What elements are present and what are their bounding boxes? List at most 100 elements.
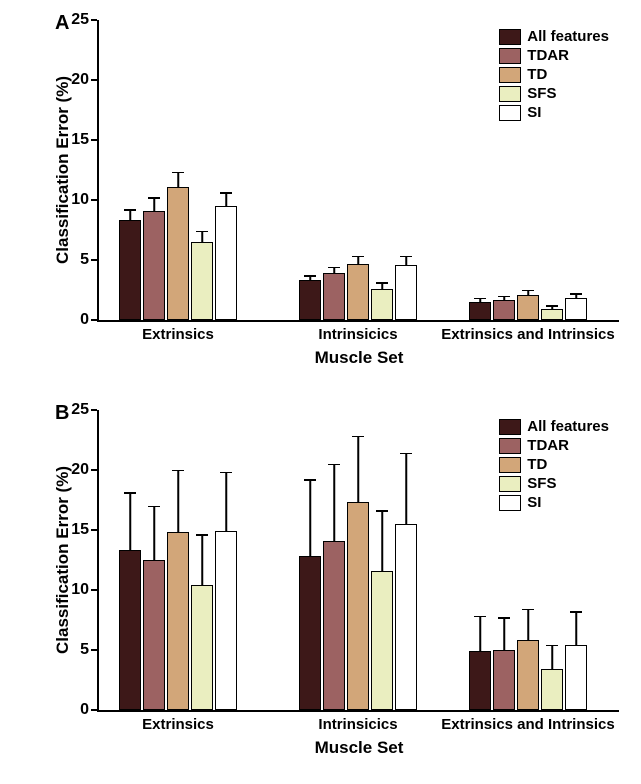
ytick-label: 5 [80,251,89,269]
xtick-label: Extrinsics and Intrinsics [441,716,614,733]
legend-swatch [499,457,521,473]
bar [517,640,539,710]
error-bar [479,616,481,651]
error-cap [304,479,316,481]
xtick-label: Intrinsicics [318,326,397,343]
bar [493,650,515,710]
xtick-label: Extrinsics and Intrinsics [441,326,614,343]
xtick-label: Extrinsics [142,716,214,733]
ytick [91,19,97,21]
legend-label: SFS [527,475,556,492]
error-bar [177,172,179,186]
error-cap [220,192,232,194]
xtick-label: Intrinsicics [318,716,397,733]
error-cap [474,616,486,618]
bar [395,265,417,320]
ytick-label: 10 [71,581,89,599]
legend-label: All features [527,418,609,435]
bar [191,242,213,320]
figure: A Classification Error (%) Muscle Set Al… [0,0,641,784]
legend-item: SFS [499,475,609,492]
error-bar [405,256,407,264]
ytick [91,529,97,531]
bar [517,295,539,320]
legend-label: TDAR [527,437,569,454]
error-cap [546,645,558,647]
ylabel-b: Classification Error (%) [53,466,73,654]
bar [143,560,165,710]
bar [323,273,345,320]
legend-item: TD [499,456,609,473]
error-cap [474,298,486,300]
legend-item: TDAR [499,437,609,454]
error-cap [328,464,340,466]
panel-a: A Classification Error (%) Muscle Set Al… [55,10,625,380]
ytick [91,259,97,261]
bar [215,206,237,320]
ytick-label: 5 [80,641,89,659]
legend-item: All features [499,418,609,435]
ytick-label: 25 [71,11,89,29]
bar [565,298,587,320]
error-cap [304,275,316,277]
ytick [91,79,97,81]
error-cap [400,453,412,455]
xtick-label: Extrinsics [142,326,214,343]
ytick [91,469,97,471]
xlabel-a: Muscle Set [315,348,404,368]
error-bar [333,464,335,541]
legend-swatch [499,105,521,121]
error-cap [376,510,388,512]
error-cap [522,290,534,292]
error-cap [522,609,534,611]
error-bar [381,511,383,571]
error-bar [201,231,203,242]
bar [119,220,141,320]
ytick [91,319,97,321]
bar [469,651,491,710]
ytick-label: 20 [71,461,89,479]
ytick [91,709,97,711]
legend-item: SI [499,104,609,121]
ytick-label: 15 [71,131,89,149]
legend-label: SI [527,104,541,121]
ytick [91,649,97,651]
ytick [91,589,97,591]
plot-area-a: Classification Error (%) Muscle Set All … [97,20,619,322]
error-bar [309,480,311,557]
bar [347,264,369,320]
bar [395,524,417,710]
ytick-label: 25 [71,401,89,419]
legend-label: TD [527,66,547,83]
legend-label: TDAR [527,47,569,64]
bar [299,556,321,710]
error-cap [498,296,510,298]
error-bar [405,453,407,524]
error-bar [575,612,577,646]
bar [167,187,189,320]
error-bar [357,436,359,502]
error-cap [124,492,136,494]
ytick-label: 20 [71,71,89,89]
bar [347,502,369,710]
error-bar [503,618,505,650]
bar [469,302,491,320]
ytick [91,199,97,201]
bar [215,531,237,710]
legend-label: SI [527,494,541,511]
error-bar [357,256,359,263]
error-bar [201,535,203,585]
error-cap [196,534,208,536]
legend-label: All features [527,28,609,45]
bar [191,585,213,710]
error-cap [570,293,582,295]
legend-b: All features TDAR TD SFS SI [499,418,609,513]
legend-item: SFS [499,85,609,102]
ylabel-a: Classification Error (%) [53,76,73,264]
error-bar [177,470,179,532]
error-cap [570,611,582,613]
legend-swatch [499,495,521,511]
bar [371,289,393,320]
error-cap [148,506,160,508]
error-bar [129,210,131,221]
